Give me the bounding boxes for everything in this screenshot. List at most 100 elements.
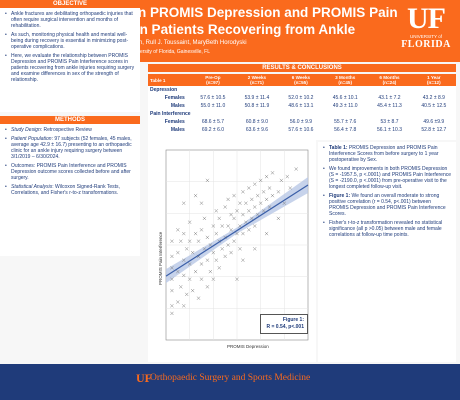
- data-point: [170, 311, 174, 316]
- result-bullet-text: Fisher's r-to-z transformation revealed …: [329, 220, 443, 238]
- table-cell: 56.0 ± 9.9: [289, 119, 313, 125]
- data-point: [235, 209, 239, 213]
- data-point: [170, 304, 174, 308]
- data-point: [170, 254, 174, 259]
- objective-heading: OBJECTIVE: [0, 0, 140, 8]
- col-header-text: 3 Months (n=45): [335, 75, 356, 85]
- table-group-row: Pain Interference: [148, 110, 456, 118]
- scatter-chart: PROMIS Depression PROMIS Pain Interferenc…: [158, 149, 309, 349]
- table-row: Males 55.0 ± 11.0 50.8 ± 11.9 48.6 ± 13.…: [148, 102, 456, 110]
- figure-stat: R = 0.54, p<.001: [266, 324, 304, 330]
- data-point: [176, 250, 180, 255]
- data-point: [241, 212, 245, 217]
- data-point: [229, 212, 233, 217]
- data-point: [247, 209, 251, 213]
- data-point: [208, 243, 213, 247]
- row-label: Females: [164, 119, 185, 125]
- data-point: [285, 174, 290, 179]
- table-cell: 49.6 ±9.9: [423, 119, 445, 125]
- table-cell: 45.4 ± 11.3: [377, 103, 402, 109]
- data-point: [267, 186, 272, 190]
- table-cell: 50.8 ± 11.9: [244, 103, 270, 109]
- figure-caption-box: Figure 1: R = 0.54, p<.001: [260, 314, 308, 334]
- data-point: [217, 216, 222, 221]
- data-point: [255, 212, 260, 217]
- data-point: [270, 171, 275, 175]
- objective-list: Ankle fractures are debilitating orthopa…: [0, 8, 140, 83]
- data-point: [205, 235, 210, 240]
- uf-logo: UF UNIVERSITY of FLORIDA: [398, 4, 454, 56]
- objective-bullet: Ankle fractures are debilitating orthopa…: [5, 11, 135, 29]
- data-point: [220, 224, 224, 228]
- data-point: [226, 224, 230, 228]
- row-label: Females: [164, 95, 185, 101]
- data-point: [223, 205, 227, 209]
- table-cell: 57.6 ± 10.6: [288, 127, 314, 133]
- col-header-text: 1 Year (n=12): [426, 75, 441, 85]
- figure-1: PROMIS Depression PROMIS Pain Interferenc…: [148, 140, 316, 362]
- methods-stat-label: Statistical Analysis: [11, 184, 53, 190]
- table-col-header: Pre-Op (n=97): [190, 74, 236, 86]
- table-row: Males 69.2 ± 6.0 63.6 ± 9.6 57.6 ± 10.6 …: [148, 126, 456, 134]
- methods-pop-text: : 97 subjects (52 females, 45 males, ave…: [11, 136, 132, 160]
- data-point: [241, 258, 245, 262]
- data-point: [199, 277, 204, 281]
- result-bullet: Table 1: PROMIS Depression and PROMIS Pa…: [323, 145, 451, 163]
- data-point: [258, 178, 263, 183]
- data-point: [279, 178, 284, 183]
- data-point: [179, 285, 183, 289]
- data-point: [214, 231, 219, 236]
- row-label: Males: [170, 103, 185, 109]
- methods-design-label: Study Design: [11, 127, 41, 133]
- data-point: [179, 239, 183, 243]
- table-row: Females 68.6 ± 5.7 60.8 ± 9.0 56.0 ± 9.9…: [148, 118, 456, 126]
- data-point: [205, 258, 210, 262]
- data-point: [211, 224, 216, 228]
- data-point: [226, 197, 230, 202]
- data-point: [170, 266, 174, 270]
- data-point: [190, 288, 195, 293]
- data-point: [205, 178, 210, 183]
- data-point: [187, 220, 192, 224]
- data-point: [232, 239, 236, 243]
- data-point: [187, 277, 192, 281]
- footer-uf-mark: UF: [136, 371, 152, 385]
- regression-line: [165, 184, 309, 277]
- data-point: [176, 269, 180, 274]
- table-cell: 56.1 ± 10.3: [376, 127, 402, 133]
- methods-design: Study Design: Retrospective Review: [5, 127, 135, 133]
- data-point: [170, 239, 174, 243]
- data-point: [199, 262, 204, 266]
- data-point: [176, 228, 180, 232]
- data-point: [205, 285, 210, 289]
- data-point: [193, 269, 198, 274]
- data-point: [244, 220, 248, 224]
- data-point: [214, 258, 219, 262]
- data-point: [184, 292, 189, 297]
- data-point: [264, 197, 269, 202]
- figure-label: Figure 1:: [282, 317, 304, 323]
- result-bullet: We found improvements in both PROMIS Dep…: [323, 166, 451, 190]
- data-point: [288, 186, 293, 190]
- data-point: [202, 247, 207, 251]
- data-point: [232, 193, 236, 198]
- table-corner: Table 1: [148, 74, 191, 86]
- data-point: [244, 201, 248, 205]
- table-row: Females 57.6 ± 10.5 53.9 ± 11.4 52.0 ± 1…: [148, 94, 456, 102]
- data-point: [261, 209, 266, 213]
- data-point: [282, 201, 287, 205]
- table-cell: 55.7 ± 7.6: [334, 119, 357, 125]
- data-point: [258, 201, 263, 205]
- data-point: [252, 205, 257, 209]
- data-point: [270, 193, 275, 198]
- table-cell: 63.6 ± 9.6: [245, 127, 269, 133]
- data-point: [235, 277, 239, 281]
- poster-footer: UF Orthopaedic Surgery and Sports Medici…: [0, 364, 460, 400]
- data-point: [238, 247, 242, 251]
- table-col-header: 6 Months (n=24): [367, 74, 412, 86]
- data-point: [252, 247, 257, 251]
- data-point: [181, 304, 186, 308]
- data-point: [181, 273, 186, 278]
- data-point: [223, 254, 227, 259]
